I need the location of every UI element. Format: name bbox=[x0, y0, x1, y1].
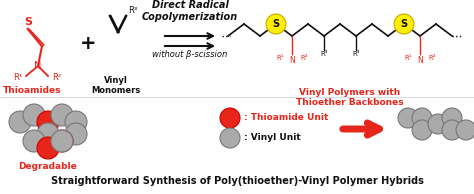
Text: R²: R² bbox=[300, 55, 308, 61]
Text: R³: R³ bbox=[128, 6, 137, 15]
Circle shape bbox=[65, 111, 87, 133]
Text: Degradable: Degradable bbox=[18, 162, 77, 171]
Text: Vinyl Polymers with
Thioether Backbones: Vinyl Polymers with Thioether Backbones bbox=[296, 88, 404, 107]
Text: N: N bbox=[289, 56, 295, 65]
Text: Vinyl
Monomers: Vinyl Monomers bbox=[91, 76, 141, 95]
Text: R¹: R¹ bbox=[276, 55, 284, 61]
Circle shape bbox=[394, 14, 414, 34]
Text: : Thioamide Unit: : Thioamide Unit bbox=[244, 113, 328, 122]
Circle shape bbox=[220, 108, 240, 128]
Text: R³: R³ bbox=[352, 51, 360, 57]
Circle shape bbox=[65, 123, 87, 145]
Circle shape bbox=[23, 104, 45, 126]
Circle shape bbox=[23, 130, 45, 152]
Text: R¹: R¹ bbox=[404, 55, 412, 61]
Circle shape bbox=[37, 137, 59, 159]
Text: N: N bbox=[34, 61, 42, 71]
Circle shape bbox=[398, 108, 418, 128]
Circle shape bbox=[428, 114, 448, 134]
Text: : Vinyl Unit: : Vinyl Unit bbox=[244, 133, 301, 143]
Text: Thioamides: Thioamides bbox=[3, 86, 61, 95]
Text: Direct Radical
Copolymerization: Direct Radical Copolymerization bbox=[142, 0, 238, 22]
Circle shape bbox=[442, 120, 462, 140]
Text: S: S bbox=[401, 19, 408, 29]
Text: R²: R² bbox=[428, 55, 436, 61]
Text: Straightforward Synthesis of Poly(thioether)-Vinyl Polymer Hybrids: Straightforward Synthesis of Poly(thioet… bbox=[51, 176, 423, 186]
Circle shape bbox=[266, 14, 286, 34]
Text: N: N bbox=[417, 56, 423, 65]
Text: R¹: R¹ bbox=[13, 74, 22, 82]
Text: +: + bbox=[80, 34, 96, 53]
Text: S: S bbox=[273, 19, 280, 29]
Circle shape bbox=[9, 111, 31, 133]
Circle shape bbox=[412, 108, 432, 128]
Text: R³: R³ bbox=[320, 51, 328, 57]
Text: without β-scission: without β-scission bbox=[152, 50, 228, 59]
Circle shape bbox=[220, 128, 240, 148]
Circle shape bbox=[51, 130, 73, 152]
Text: S: S bbox=[24, 17, 32, 27]
Circle shape bbox=[456, 120, 474, 140]
Circle shape bbox=[37, 123, 59, 145]
Text: R²: R² bbox=[52, 74, 61, 82]
Circle shape bbox=[51, 130, 73, 152]
Circle shape bbox=[442, 108, 462, 128]
Circle shape bbox=[51, 104, 73, 126]
Circle shape bbox=[37, 111, 59, 133]
Circle shape bbox=[412, 120, 432, 140]
